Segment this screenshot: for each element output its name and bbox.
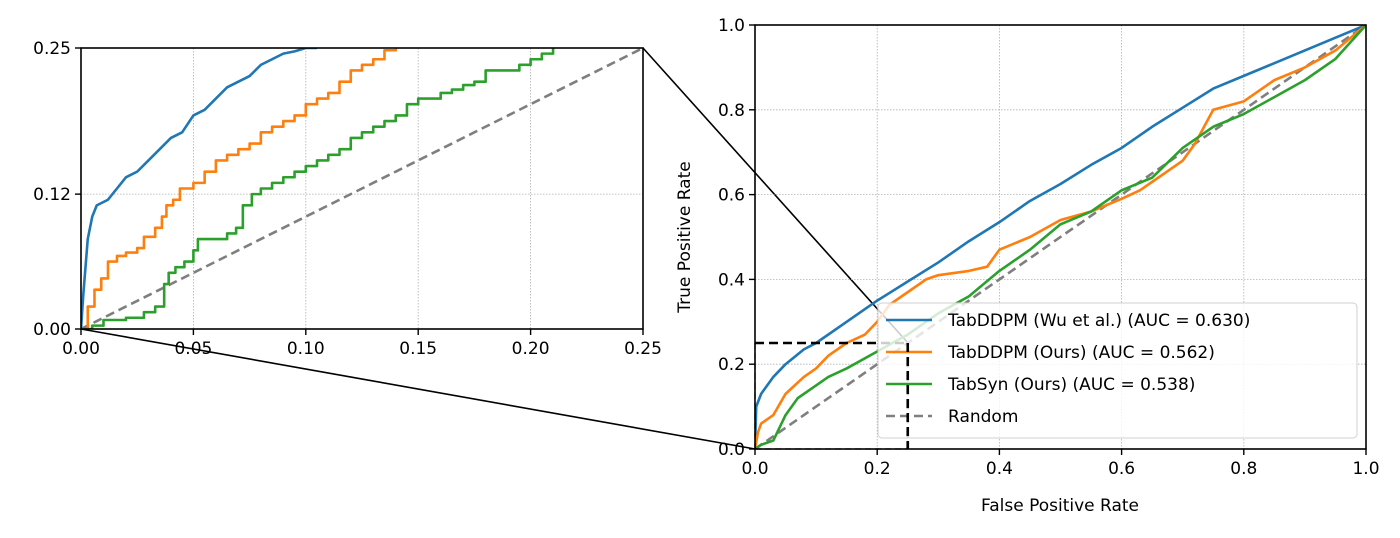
inset-series bbox=[81, 48, 643, 329]
zoom-connector-top bbox=[642, 47, 909, 344]
y-tick-label: 1.0 bbox=[718, 16, 745, 36]
y-tick-label: 0.00 bbox=[33, 320, 71, 340]
series-line bbox=[755, 25, 1366, 449]
legend-label: TabDDPM (Ours) (AUC = 0.562) bbox=[947, 343, 1215, 363]
inset-ticks: 0.000.050.100.150.200.250.000.120.25 bbox=[33, 39, 662, 359]
main-frame bbox=[754, 24, 1367, 450]
inset-frame bbox=[80, 47, 644, 330]
x-tick-label: 0.6 bbox=[1108, 459, 1135, 479]
y-tick-label: 0.0 bbox=[718, 440, 745, 460]
legend-label: TabDDPM (Wu et al.) (AUC = 0.630) bbox=[947, 311, 1250, 331]
y-tick-label: 0.4 bbox=[718, 270, 745, 290]
y-axis-title: True Positive Rate bbox=[675, 161, 695, 313]
zoom-box-outline bbox=[755, 341, 910, 449]
x-tick-label: 0.0 bbox=[741, 459, 768, 479]
x-tick-label: 0.4 bbox=[986, 459, 1013, 479]
legend-label: Random bbox=[948, 407, 1018, 427]
main-ticks: 0.0 0.2 0.4 0.6 0.8 1.0 0.0 0.2 0.4 0.6 0.8 1.0 bbox=[718, 16, 1380, 479]
x-tick-label: 1.0 bbox=[1352, 459, 1379, 479]
zoom-connector-bottom bbox=[80, 328, 756, 450]
inset-axes: 0.000.050.100.150.200.250.000.120.25 bbox=[33, 39, 662, 359]
series-line bbox=[81, 48, 318, 329]
series-line bbox=[755, 25, 1366, 449]
legend: TabDDPM (Wu et al.) (AUC = 0.630) TabDDPM… bbox=[877, 302, 1358, 449]
random-baseline bbox=[755, 25, 1366, 449]
x-tick-label: 0.2 bbox=[864, 459, 891, 479]
random-baseline bbox=[81, 48, 643, 329]
series-line bbox=[755, 25, 1366, 449]
x-tick-label: 0.00 bbox=[62, 339, 100, 359]
y-tick-label: 0.6 bbox=[718, 186, 745, 206]
x-tick-label: 0.20 bbox=[512, 339, 550, 359]
x-tick-label: 0.25 bbox=[624, 339, 662, 359]
x-tick-label: 0.10 bbox=[287, 339, 325, 359]
y-tick-label: 0.25 bbox=[33, 39, 71, 59]
legend-box bbox=[877, 302, 1358, 439]
series-line bbox=[81, 48, 398, 329]
y-tick-label: 0.12 bbox=[33, 185, 71, 205]
legend-label: TabSyn (Ours) (AUC = 0.538) bbox=[947, 375, 1195, 395]
series-line bbox=[81, 48, 555, 329]
main-series bbox=[755, 25, 1366, 449]
y-tick-label: 0.2 bbox=[718, 355, 745, 375]
x-tick-label: 0.8 bbox=[1230, 459, 1257, 479]
main-axes: TabDDPM (Wu et al.) (AUC = 0.630) TabDDPM… bbox=[675, 16, 1380, 516]
x-axis-title: False Positive Rate bbox=[981, 496, 1139, 516]
y-tick-label: 0.8 bbox=[718, 101, 745, 121]
x-tick-label: 0.15 bbox=[399, 339, 437, 359]
